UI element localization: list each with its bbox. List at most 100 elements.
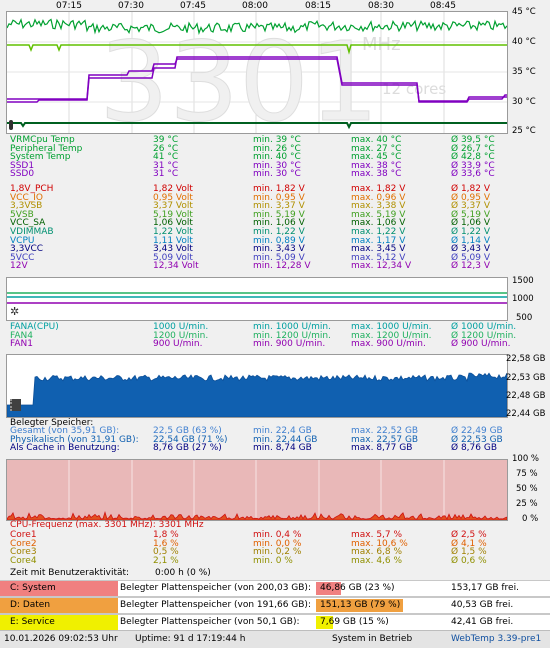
cpu-core-row-avg: Ø 0,6 % bbox=[451, 555, 487, 566]
memory-row-min: min. 22,4 GB bbox=[253, 426, 312, 436]
temperature-row-max: max. 45 °C bbox=[351, 152, 402, 163]
voltage-row-min: min. 3,37 V bbox=[253, 201, 305, 212]
voltage-row: 3,3VSB 3,37 Volt min. 3,37 V max. 3,38 V Ø 3… bbox=[10, 201, 540, 211]
voltage-row-value: 5,09 Volt bbox=[153, 252, 193, 263]
voltage-row-name: 3,3VSB bbox=[10, 201, 43, 212]
fan-chart: ✲ bbox=[6, 277, 508, 321]
cpu-core-row-max: max. 10,6 % bbox=[351, 538, 408, 549]
ram-axis-tick: 22,58 GB bbox=[506, 354, 546, 364]
fan-row-min: min. 1000 U/min. bbox=[253, 322, 331, 332]
fan-row-value: 1200 U/min. bbox=[153, 330, 209, 341]
voltage-row-min: min. 5,09 V bbox=[253, 252, 305, 263]
voltage-row-min: min. 3,43 V bbox=[253, 244, 305, 255]
cpu-core-row-value: 1,8 % bbox=[153, 530, 179, 540]
cpu-core-row-avg: Ø 1,5 % bbox=[451, 547, 487, 558]
voltage-row: VCPU 1,11 Volt min. 0,89 V max. 1,17 V Ø 1,1… bbox=[10, 236, 540, 246]
status-state: System in Betrieb bbox=[332, 634, 413, 644]
cpu-core-row-name: Core4 bbox=[10, 555, 37, 566]
disk-drive-label: D: Daten bbox=[0, 598, 118, 613]
fan-row-max: max. 1000 U/min. bbox=[351, 322, 432, 332]
time-tick: 08:30 bbox=[368, 1, 394, 11]
temperature-row-name: SSD0 bbox=[10, 169, 35, 180]
disk-usage-bar bbox=[316, 599, 426, 612]
disk-usage-fill bbox=[316, 582, 342, 595]
time-tick: 07:15 bbox=[56, 1, 82, 11]
voltage-row-max: max. 1,82 V bbox=[351, 184, 406, 194]
cpu-core-row-value: 2,1 % bbox=[153, 555, 179, 566]
voltage-row: 1,8V_PCH 1,82 Volt min. 1,82 V max. 1,82 V Ø… bbox=[10, 184, 540, 194]
ssd0-temp-line bbox=[7, 56, 507, 103]
voltage-row-value: 1,22 Volt bbox=[153, 227, 193, 237]
memory-area bbox=[7, 372, 507, 417]
fan-icon: ✲ bbox=[10, 305, 20, 318]
voltage-row-min: min. 0,95 V bbox=[253, 192, 305, 203]
voltage-row-name: 1,8V_PCH bbox=[10, 184, 54, 194]
disk-row: D: Daten Belegter Plattenspeicher (von 19… bbox=[0, 597, 550, 614]
disk-free: 42,41 GB frei. bbox=[451, 617, 514, 627]
voltage-row-value: 0,95 Volt bbox=[153, 192, 193, 203]
memory-row-value: 8,76 GB (27 %) bbox=[153, 443, 222, 454]
status-app-link[interactable]: WebTemp 3.39-pre1 bbox=[451, 634, 542, 644]
disk-description: Belegter Plattenspeicher (von 200,03 GB)… bbox=[120, 583, 311, 593]
voltage-row-max: max. 12,34 V bbox=[351, 261, 412, 272]
fan-chart-svg bbox=[7, 292, 507, 304]
voltage-row-value: 3,37 Volt bbox=[153, 201, 193, 212]
voltage-row-value: 1,06 Volt bbox=[153, 218, 193, 229]
cpu-core-row-value: 0,5 % bbox=[153, 547, 179, 558]
cpu-core-row-max: max. 5,7 % bbox=[351, 530, 403, 540]
system-temp-line bbox=[7, 18, 507, 35]
time-tick: 07:30 bbox=[118, 1, 144, 11]
cpu-chart bbox=[6, 459, 508, 521]
temperature-row: SSD0 31 °C min. 30 °C max. 38 °C Ø 33,6 °C bbox=[10, 169, 540, 179]
fan-row-avg: Ø 900 U/min. bbox=[451, 339, 511, 350]
voltage-row-max: max. 5,12 V bbox=[351, 252, 406, 263]
memory-chart-svg bbox=[7, 372, 507, 417]
temperature-row-min: min. 30 °C bbox=[253, 160, 301, 171]
voltage-row-min: min. 1,06 V bbox=[253, 218, 305, 229]
cpu-frequency: CPU-Frequenz (max. 3301 MHz): 3301 MHz bbox=[10, 520, 204, 530]
disk-description: Belegter Plattenspeicher (von 50,1 GB): bbox=[120, 617, 300, 627]
temperature-row-min: min. 40 °C bbox=[253, 152, 301, 163]
voltage-row: 12V 12,34 Volt min. 12,28 V max. 12,34 V Ø 1… bbox=[10, 261, 540, 271]
cpu-core-row-min: min. 0,2 % bbox=[253, 547, 302, 558]
temp-axis-tick: 45 °C bbox=[512, 7, 536, 17]
time-tick: 08:45 bbox=[430, 1, 456, 11]
cpu-core-row-min: min. 0,4 % bbox=[253, 530, 302, 540]
memory-row: Physikalisch (von 31,91 GB): 22,54 GB (71… bbox=[10, 435, 540, 445]
temperature-row-avg: Ø 26,7 °C bbox=[451, 143, 495, 154]
temperature-row-value: 41 °C bbox=[153, 152, 179, 163]
temperature-row-avg: Ø 33,9 °C bbox=[451, 160, 495, 171]
time-tick: 08:00 bbox=[242, 1, 268, 11]
voltage-row-value: 5,19 Volt bbox=[153, 209, 193, 220]
voltage-row-value: 1,82 Volt bbox=[153, 184, 193, 194]
fan-row: FAN1 900 U/min. min. 900 U/min. max. 900 U/… bbox=[10, 339, 540, 349]
time-tick: 08:15 bbox=[305, 1, 331, 11]
fan-row-max: max. 900 U/min. bbox=[351, 339, 426, 350]
fan-row-name: FAN4 bbox=[10, 330, 33, 341]
voltage-row-value: 3,43 Volt bbox=[153, 244, 193, 255]
temperature-row: SSD1 31 °C min. 30 °C max. 38 °C Ø 33,9 °C bbox=[10, 161, 540, 171]
memory-row-avg: Ø 22,49 GB bbox=[451, 426, 503, 436]
cpu-core-row-avg: Ø 2,5 % bbox=[451, 530, 487, 540]
voltage-row-max: max. 3,38 V bbox=[351, 201, 406, 212]
temperature-row-name: SSD1 bbox=[10, 160, 35, 171]
temp-axis-tick: 35 °C bbox=[512, 67, 536, 77]
cpu-axis-tick: 25 % bbox=[516, 499, 538, 509]
cpu-axis-tick: 100 % bbox=[512, 454, 540, 464]
voltage-row-name: 3,3VCC bbox=[10, 244, 44, 255]
cpu-chart-svg bbox=[7, 460, 507, 520]
temperature-row-value: 39 °C bbox=[153, 135, 179, 145]
temperature-row: System Temp 41 °C min. 40 °C max. 45 °C Ø 42… bbox=[10, 152, 540, 162]
voltage-row: VCC_IO 0,95 Volt min. 0,95 V max. 0,96 V Ø 0… bbox=[10, 193, 540, 203]
status-uptime: Uptime: 91 d 17:19:44 h bbox=[135, 634, 246, 644]
voltage-row-avg: Ø 1,82 V bbox=[451, 184, 491, 194]
temp-axis-tick: 25 °C bbox=[512, 126, 536, 136]
ram-axis-tick: 22,44 GB bbox=[506, 409, 546, 419]
memory-row-value: 22,54 GB (71 %) bbox=[153, 434, 228, 445]
voltage-row: VCC_SA 1,06 Volt min. 1,06 V max. 1,06 V Ø 1… bbox=[10, 218, 540, 228]
temperature-row-min: min. 30 °C bbox=[253, 169, 301, 180]
temperature-chart-svg: 3301 MHz 12 cores bbox=[7, 12, 507, 133]
voltage-row-value: 12,34 Volt bbox=[153, 261, 199, 272]
temperature-row-max: max. 38 °C bbox=[351, 169, 402, 180]
voltage-row-avg: Ø 3,37 V bbox=[451, 201, 491, 212]
